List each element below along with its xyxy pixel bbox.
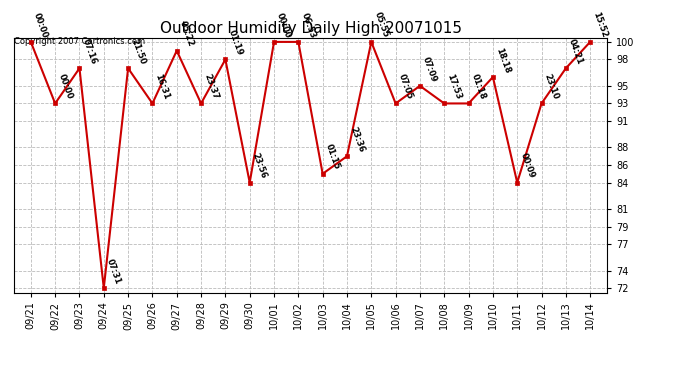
Text: 15:52: 15:52 [591, 11, 609, 39]
Text: 23:36: 23:36 [348, 126, 366, 154]
Text: 23:37: 23:37 [202, 73, 220, 101]
Text: 00:09: 00:09 [518, 152, 536, 180]
Text: 01:15: 01:15 [324, 143, 342, 171]
Text: 18:18: 18:18 [494, 46, 512, 74]
Text: 01:18: 01:18 [470, 73, 487, 101]
Text: 07:16: 07:16 [81, 38, 98, 66]
Title: Outdoor Humidity Daily High 20071015: Outdoor Humidity Daily High 20071015 [159, 21, 462, 36]
Text: 17:53: 17:53 [446, 73, 463, 101]
Text: 23:10: 23:10 [543, 73, 560, 101]
Text: 00:00: 00:00 [57, 73, 74, 101]
Text: 21:50: 21:50 [129, 38, 147, 66]
Text: 00:00: 00:00 [32, 11, 50, 39]
Text: 00:00: 00:00 [275, 11, 293, 39]
Text: 06:53: 06:53 [299, 11, 317, 39]
Text: 04:21: 04:21 [567, 38, 584, 66]
Text: Copyright 2007 Cartronics.com: Copyright 2007 Cartronics.com [14, 38, 145, 46]
Text: 05:55: 05:55 [373, 11, 390, 39]
Text: 05:22: 05:22 [178, 20, 195, 48]
Text: 07:05: 07:05 [397, 73, 415, 101]
Text: 07:09: 07:09 [421, 56, 439, 83]
Text: 01:19: 01:19 [226, 29, 244, 57]
Text: 16:31: 16:31 [154, 73, 171, 101]
Text: 07:31: 07:31 [105, 258, 123, 285]
Text: 23:56: 23:56 [251, 152, 268, 180]
